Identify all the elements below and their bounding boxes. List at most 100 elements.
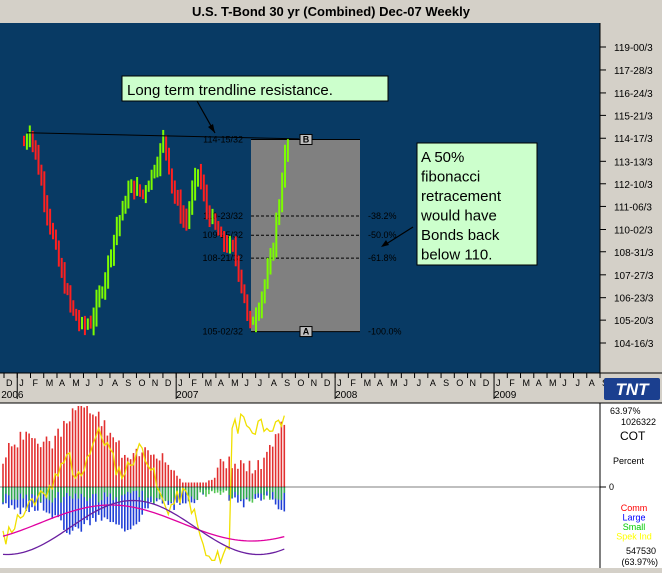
fib-note-line: would have xyxy=(420,208,497,225)
price-tick-label: 111-06/3 xyxy=(614,202,652,213)
tnt-logo: TNT xyxy=(604,378,660,400)
price-tick-label: 114-17/3 xyxy=(614,134,653,145)
month-label: M xyxy=(231,378,239,388)
price-tick-label: 112-10/3 xyxy=(614,180,653,191)
month-label: J xyxy=(19,378,24,388)
fib-level-price: 110-23/32 xyxy=(203,211,243,221)
month-label: M xyxy=(523,378,531,388)
logo-text: TNT xyxy=(615,380,650,399)
readout-value: 1026322 xyxy=(621,417,656,427)
month-label: F xyxy=(350,378,356,388)
month-label: A xyxy=(271,378,277,388)
fib-level-pct: -50.0% xyxy=(368,230,397,240)
bottom-pct: (63.97%) xyxy=(621,557,658,567)
fib-level-price: 105-02/32 xyxy=(202,327,243,337)
price-tick-label: 119-00/3 xyxy=(614,43,653,54)
month-label: J xyxy=(496,378,501,388)
month-label: M xyxy=(549,378,557,388)
month-label: J xyxy=(99,378,104,388)
legend-item: Large xyxy=(622,513,645,523)
month-label: J xyxy=(244,378,249,388)
month-label: J xyxy=(85,378,90,388)
fib-marker-b: B xyxy=(299,133,313,145)
month-label: A xyxy=(536,378,542,388)
title-bar xyxy=(0,0,662,22)
month-label: F xyxy=(32,378,38,388)
indicator-axis xyxy=(600,403,662,568)
fib-note-line: below 110. xyxy=(421,247,492,264)
trendline xyxy=(27,132,299,140)
trendline-note-text: Long term trendline resistance. xyxy=(127,82,333,99)
year-label: 2009 xyxy=(494,390,517,401)
indicator-name: COT xyxy=(620,429,646,443)
month-label: S xyxy=(125,378,131,388)
fib-level-price: 114-15/32 xyxy=(203,134,243,144)
comm-avg-line xyxy=(2,504,285,542)
fib-level-price: 108-21/32 xyxy=(202,253,243,263)
month-label: D xyxy=(483,378,490,388)
fib-note-line: retracement xyxy=(421,188,502,205)
month-label: O xyxy=(138,378,145,388)
fib-level-pct: -61.8% xyxy=(368,253,397,263)
month-label: M xyxy=(72,378,80,388)
price-axis-ticks: 119-00/3 117-28/3 116-24/3 115-21/3 114-17/3… xyxy=(600,43,654,350)
trendline-note: Long term trendline resistance. xyxy=(121,75,389,102)
month-label: S xyxy=(443,378,449,388)
indicator-zero: 0 xyxy=(609,482,614,492)
indicator-unit: Percent xyxy=(613,456,645,466)
month-label: N xyxy=(152,378,159,388)
fib-note-line: fibonacci xyxy=(421,169,480,186)
fib-note-line: Bonds back xyxy=(421,227,500,244)
month-label: M xyxy=(46,378,54,388)
price-tick-label: 107-27/3 xyxy=(614,271,654,282)
month-label: J xyxy=(337,378,342,388)
month-label: O xyxy=(456,378,463,388)
time-axis-years: 2006 2007 2008 2009 xyxy=(1,373,517,401)
price-tick-label: 106-23/3 xyxy=(614,294,654,305)
month-label: J xyxy=(562,378,567,388)
month-label: F xyxy=(509,378,515,388)
fib-note-arrow xyxy=(382,226,414,247)
month-label: O xyxy=(297,378,304,388)
legend-item: Spek Ind xyxy=(616,532,652,542)
svg-text:B: B xyxy=(303,134,310,144)
price-tick-label: 116-24/3 xyxy=(614,89,653,100)
year-label: 2007 xyxy=(176,390,199,401)
chart-title: U.S. T-Bond 30 yr (Combined) Dec-07 Week… xyxy=(192,4,471,19)
bottom-value: 547530 xyxy=(626,546,656,556)
svg-text:A: A xyxy=(303,327,310,337)
month-label: J xyxy=(258,378,263,388)
price-tick-label: 105-20/3 xyxy=(614,316,654,327)
month-label: A xyxy=(218,378,224,388)
price-tick-label: 108-31/3 xyxy=(614,248,654,259)
price-tick-label: 117-28/3 xyxy=(614,66,653,77)
price-bars xyxy=(23,125,289,336)
legend-item: Comm xyxy=(621,503,648,513)
month-label: A xyxy=(430,378,436,388)
year-label: 2006 xyxy=(1,390,24,401)
month-label: N xyxy=(470,378,477,388)
large-avg-line xyxy=(2,499,285,556)
price-tick-label: 115-21/3 xyxy=(614,111,653,122)
month-label: A xyxy=(59,378,65,388)
month-label: N xyxy=(311,378,318,388)
price-tick-label: 113-13/3 xyxy=(614,157,653,168)
fib-level-pct: -38.2% xyxy=(368,211,397,221)
month-label: S xyxy=(284,378,290,388)
spek-ind-line xyxy=(2,412,285,565)
indicator-lines xyxy=(0,412,600,565)
fib-note-line: A 50% xyxy=(421,149,464,166)
month-label: J xyxy=(576,378,581,388)
month-label: M xyxy=(364,378,372,388)
month-label: A xyxy=(377,378,383,388)
legend-item: Small xyxy=(623,522,646,532)
fib-level-pct: -100.0% xyxy=(368,327,402,337)
price-axis xyxy=(600,23,662,373)
year-label: 2008 xyxy=(335,390,358,401)
month-label: A xyxy=(589,378,595,388)
price-tick-label: 104-16/3 xyxy=(614,339,654,350)
